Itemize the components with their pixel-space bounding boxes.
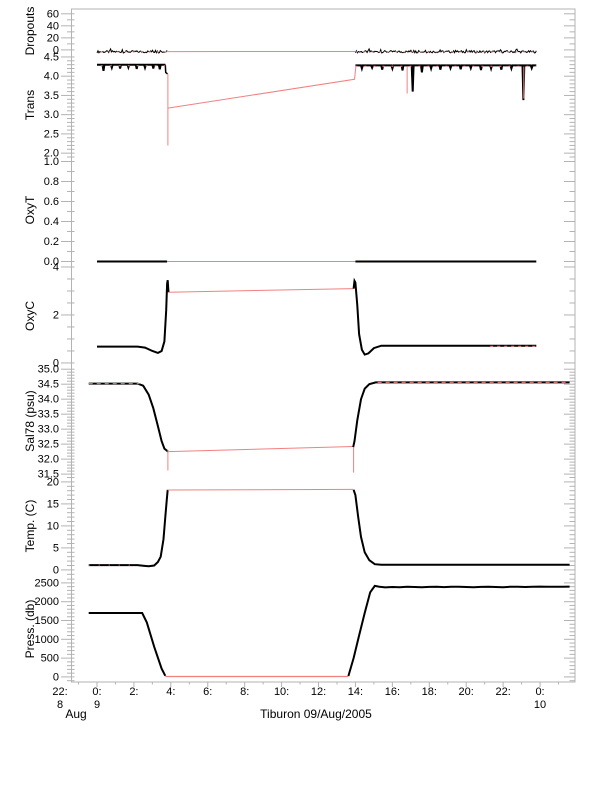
x-tick-label: 18: bbox=[422, 686, 437, 698]
y-tick-label: 0.2 bbox=[44, 236, 59, 248]
y-tick-label: 2 bbox=[53, 309, 59, 321]
y-tick-label: 4 bbox=[53, 261, 59, 273]
y-tick-label: 0 bbox=[53, 564, 59, 576]
y-axis-title-trans: Trans bbox=[23, 89, 37, 121]
x-tick-label: 10: bbox=[274, 686, 289, 698]
y-tick-label: 60 bbox=[47, 8, 59, 20]
plot-caption: Tiburon 09/Aug/2005 bbox=[260, 707, 372, 721]
series-panel-4 bbox=[88, 381, 570, 473]
trace-black bbox=[355, 64, 537, 101]
y-tick-label: 4.5 bbox=[44, 51, 59, 63]
y-tick-label: 0 bbox=[53, 357, 59, 369]
x-day-label: 9 bbox=[94, 699, 100, 711]
trace-red bbox=[168, 288, 354, 293]
y-tick-label: 0.0 bbox=[44, 256, 59, 268]
trace-black bbox=[347, 584, 570, 677]
y-tick-label: 15 bbox=[47, 498, 59, 510]
trace-black bbox=[88, 489, 169, 568]
x-tick-label: 8: bbox=[240, 686, 249, 698]
y-axis-title-oxyt: OxyT bbox=[23, 195, 37, 225]
series-panel-3 bbox=[97, 277, 537, 356]
y-tick-label: 32.5 bbox=[38, 439, 59, 451]
y-axis-panel-1: 2.0 2.5 3.0 3.5 4.0 4.5 bbox=[44, 51, 575, 160]
y-axis-panel-4: 31.5 32.0 32.5 33.0 33.5 34.0 34.5 35.0 bbox=[38, 364, 575, 481]
y-tick-label: 31.5 bbox=[38, 469, 59, 481]
y-tick-label: 2500 bbox=[35, 577, 59, 589]
y-tick-label: 3.5 bbox=[44, 90, 59, 102]
y-tick-label: 20 bbox=[47, 32, 59, 44]
trace-red bbox=[168, 446, 354, 453]
y-tick-label: 40 bbox=[47, 20, 59, 32]
x-tick-label: 16: bbox=[385, 686, 400, 698]
trace-black bbox=[352, 381, 570, 448]
y-axis-panel-3: 0 2 4 bbox=[53, 261, 575, 369]
trace-black bbox=[97, 280, 170, 354]
y-tick-label: 0.6 bbox=[44, 196, 59, 208]
y-tick-label: 2000 bbox=[35, 596, 59, 608]
y-tick-label: 35.0 bbox=[38, 364, 59, 376]
trace-red bbox=[167, 65, 357, 109]
x-tick-label: 12: bbox=[311, 686, 326, 698]
y-tick-label: 33.0 bbox=[38, 424, 59, 436]
trace-black bbox=[96, 47, 168, 54]
trace-black bbox=[164, 64, 168, 75]
y-tick-label: 34.0 bbox=[38, 394, 59, 406]
trace-black bbox=[352, 489, 570, 566]
x-tick-label: 14: bbox=[348, 686, 363, 698]
y-axis-title-sal78: Sal78 (psu) bbox=[23, 390, 37, 452]
y-tick-label: 1500 bbox=[35, 615, 59, 627]
y-tick-label: 4.0 bbox=[44, 71, 59, 83]
x-tick-label: 4: bbox=[166, 686, 175, 698]
y-tick-label: 5 bbox=[53, 542, 59, 554]
x-tick-label: 22: bbox=[495, 686, 510, 698]
y-tick-label: 0 bbox=[53, 671, 59, 683]
y-tick-label: 0.4 bbox=[44, 216, 59, 228]
trace-black bbox=[352, 277, 537, 356]
axes: 02040602.02.53.03.54.04.50.00.20.40.60.8… bbox=[35, 8, 576, 683]
y-tick-label: 2.5 bbox=[44, 128, 59, 140]
y-axis-panel-5: 0 5 10 15 20 bbox=[47, 476, 575, 576]
series-panel-6 bbox=[88, 584, 570, 678]
y-tick-label: 0 bbox=[53, 44, 59, 56]
x-tick-label: 0: bbox=[92, 686, 101, 698]
series-panel-5 bbox=[88, 488, 570, 568]
y-axis-title-press: Press. (db) bbox=[23, 599, 37, 659]
trace-black bbox=[88, 612, 167, 677]
trace-black bbox=[97, 63, 166, 72]
series-panel-0 bbox=[96, 47, 537, 54]
trace-black bbox=[88, 382, 169, 453]
trace-red bbox=[167, 488, 354, 491]
x-tick-label: 20: bbox=[459, 686, 474, 698]
y-tick-label: 3.0 bbox=[44, 109, 59, 121]
y-tick-label: 500 bbox=[41, 653, 59, 665]
y-axis-title-temp: Temp. (C) bbox=[23, 499, 37, 553]
y-tick-label: 1.0 bbox=[44, 156, 59, 168]
y-axis-title-oxyc: OxyC bbox=[23, 301, 37, 331]
y-tick-label: 34.5 bbox=[38, 379, 59, 391]
y-tick-label: 0.8 bbox=[44, 176, 59, 188]
y-tick-label: 33.5 bbox=[38, 409, 59, 421]
y-tick-label: 10 bbox=[47, 520, 59, 532]
y-tick-label: 1000 bbox=[35, 634, 59, 646]
y-tick-label: 20 bbox=[47, 476, 59, 488]
x-tick-label: 6: bbox=[203, 686, 212, 698]
x-day-label: 10 bbox=[534, 699, 546, 711]
y-tick-label: 32.0 bbox=[38, 454, 59, 466]
trace-black bbox=[354, 47, 537, 54]
x-tick-label: 2: bbox=[129, 686, 138, 698]
x-axis-month-label: Aug bbox=[65, 707, 87, 721]
x-day-label: 8 bbox=[57, 699, 63, 711]
y-axis-panel-2: 0.0 0.2 0.4 0.6 0.8 1.0 bbox=[44, 156, 575, 268]
y-axis-panel-6: 0 500 1000 1500 2000 2500 bbox=[35, 577, 575, 683]
y-tick-label: 2.0 bbox=[44, 148, 59, 160]
x-tick-label: 22: bbox=[52, 686, 67, 698]
series-panel-1 bbox=[97, 63, 537, 146]
x-tick-label: 0: bbox=[535, 686, 544, 698]
x-axis: 22:80:92: 4: 6: 8: 10: 12: 14: 16: 18: 20: 22: 0:10 bbox=[52, 682, 559, 711]
